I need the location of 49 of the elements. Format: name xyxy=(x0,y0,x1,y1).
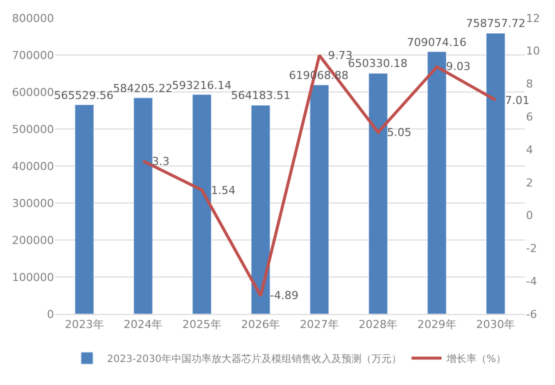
x-tick-label: 2023年 xyxy=(64,318,104,332)
y2-tick-label: 8 xyxy=(526,78,533,91)
y2-tick-label: -2 xyxy=(526,242,537,256)
x-tick-label: 2028年 xyxy=(358,318,398,332)
data-label: 5.05 xyxy=(387,126,412,139)
y-tick-label: 300000 xyxy=(12,196,54,210)
bar xyxy=(368,73,388,314)
y-tick-label: 800000 xyxy=(12,12,54,25)
y-tick-label: 700000 xyxy=(12,48,54,62)
x-tick-label: 2029年 xyxy=(417,318,456,332)
bar xyxy=(192,94,212,314)
data-label: 3.3 xyxy=(152,155,170,168)
data-label: 564183.51 xyxy=(231,89,290,102)
legend-label: 2023-2030年中国功率放大器芯片及模组销售收入及预测（万元） xyxy=(107,353,402,365)
y2-tick-label: 2 xyxy=(526,176,533,190)
y2-tick-label: 4 xyxy=(526,143,533,156)
data-label: 1.54 xyxy=(211,184,236,197)
bar xyxy=(486,33,506,314)
bar xyxy=(310,84,330,314)
data-label: 758757.72 xyxy=(466,17,526,30)
bar xyxy=(427,51,447,314)
bar xyxy=(74,104,94,314)
x-tick-label: 2030年 xyxy=(476,318,516,332)
x-tick-label: 2025年 xyxy=(182,318,222,332)
y-tick-label: 600000 xyxy=(12,86,54,99)
data-label: -4.89 xyxy=(270,289,298,302)
x-tick-label: 2024年 xyxy=(124,318,163,332)
y-tick-label: 400000 xyxy=(12,160,54,173)
y-tick-label: 500000 xyxy=(12,122,54,136)
bar xyxy=(250,105,270,314)
y2-tick-label: 10 xyxy=(526,44,540,58)
y2-tick-label: 0 xyxy=(526,209,533,222)
data-label: 593216.14 xyxy=(172,79,232,92)
data-label: 9.03 xyxy=(446,60,470,73)
x-tick-label: 2026年 xyxy=(241,318,280,332)
y-tick-label: 200000 xyxy=(12,234,54,247)
y2-tick-label: 6 xyxy=(526,110,533,124)
data-label: 7.01 xyxy=(505,94,530,107)
bar xyxy=(133,98,153,314)
data-label: 584205.22 xyxy=(113,82,172,95)
data-label: 565529.56 xyxy=(54,89,114,102)
y-tick-label: 100000 xyxy=(12,270,54,284)
y2-tick-label: -6 xyxy=(526,308,537,321)
data-label: 709074.16 xyxy=(407,36,466,49)
legend-label: 增长率（%） xyxy=(446,353,506,365)
y2-tick-label: 12 xyxy=(526,12,540,25)
y-tick-label: 0 xyxy=(47,308,54,321)
y2-tick-label: -4 xyxy=(526,274,537,288)
x-tick-label: 2027年 xyxy=(300,318,339,332)
